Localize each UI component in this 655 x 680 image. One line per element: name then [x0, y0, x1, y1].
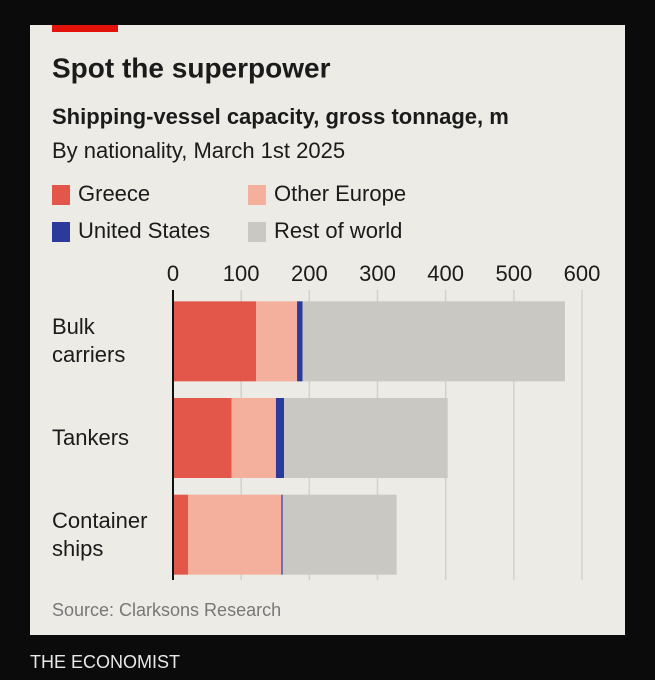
bar-segment: [302, 301, 565, 382]
category-label: Tankers: [52, 425, 130, 450]
legend-label: Rest of world: [274, 218, 402, 243]
x-tick-label: 500: [495, 261, 532, 286]
category-label: Container ships: [52, 507, 148, 561]
bar-segment: [231, 398, 276, 478]
legend-swatch: [52, 185, 70, 205]
x-tick-label: 200: [291, 261, 328, 286]
legend-label: Other Europe: [274, 181, 406, 206]
legend-swatch: [248, 222, 266, 242]
chart-title: Spot the superpower: [52, 52, 331, 83]
legend-swatch: [248, 185, 266, 205]
chart-subtitle: Shipping-vessel capacity, gross tonnage,…: [52, 104, 509, 129]
bar-segment: [284, 398, 448, 478]
bar-segment: [187, 494, 282, 575]
brand: THE ECONOMIST: [30, 652, 180, 672]
bar-segment: [275, 398, 285, 478]
bar-segment: [173, 494, 188, 575]
x-tick-label: 600: [564, 261, 601, 286]
bar-segment: [256, 301, 298, 382]
bar-segment: [282, 494, 397, 575]
x-tick-label: 0: [167, 261, 179, 286]
bar-segment: [297, 301, 303, 382]
source: Source: Clarksons Research: [52, 600, 281, 620]
chart-note: By nationality, March 1st 2025: [52, 138, 345, 163]
bar-segment: [173, 301, 257, 382]
legend-label: Greece: [78, 181, 150, 206]
bar-segment: [281, 494, 283, 575]
x-tick-label: 400: [427, 261, 464, 286]
category-label: Bulk carriers: [52, 314, 126, 368]
bar-segment: [173, 398, 232, 478]
legend-label: United States: [78, 218, 210, 243]
x-tick-label: 300: [359, 261, 396, 286]
legend-swatch: [52, 222, 70, 242]
x-tick-label: 100: [223, 261, 260, 286]
brand-tag: [52, 25, 118, 32]
